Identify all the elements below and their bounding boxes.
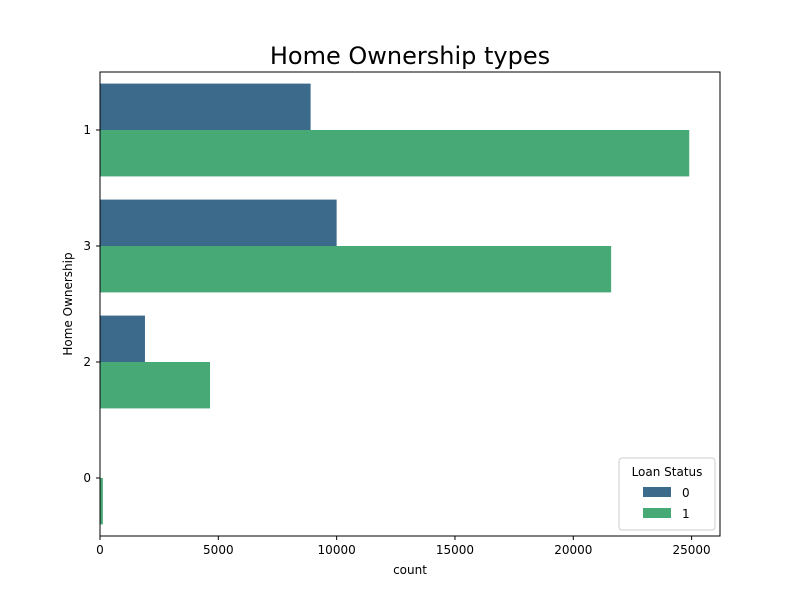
- legend: Loan Status 0 1: [618, 457, 716, 531]
- x-tick-label: 20000: [554, 543, 592, 557]
- y-axis-label: Home Ownership: [61, 252, 75, 355]
- x-axis: 0 5000 10000 15000 20000 25000: [96, 536, 711, 557]
- legend-label-series-1: 1: [682, 507, 690, 521]
- bar-cat-2-series-1: [100, 362, 211, 409]
- y-tick-label: 1: [83, 123, 91, 137]
- bar-cat-3-series-0: [100, 199, 337, 246]
- legend-label-series-0: 0: [682, 486, 690, 500]
- x-tick-label: 25000: [673, 543, 711, 557]
- y-axis: 1 3 2 0: [83, 123, 100, 485]
- bar-cat-1-series-0: [100, 83, 311, 130]
- y-tick-label: 2: [83, 355, 91, 369]
- bars-layer: [100, 83, 690, 525]
- bar-cat-1-series-1: [100, 130, 690, 177]
- x-tick-label: 0: [96, 543, 104, 557]
- x-tick-label: 10000: [318, 543, 356, 557]
- x-tick-label: 5000: [203, 543, 234, 557]
- bar-cat-3-series-1: [100, 246, 612, 293]
- x-tick-label: 15000: [436, 543, 474, 557]
- plot-frame: [99, 71, 721, 537]
- legend-title: Loan Status: [632, 465, 703, 479]
- x-axis-label: count: [393, 563, 427, 577]
- bar-cat-2-series-0: [100, 315, 145, 362]
- legend-swatch-series-1: [643, 508, 671, 518]
- chart-title: Home Ownership types: [270, 42, 550, 70]
- legend-swatch-series-0: [643, 487, 671, 497]
- y-tick-label: 0: [83, 471, 91, 485]
- y-tick-label: 3: [83, 239, 91, 253]
- bar-cat-0-series-1: [100, 478, 103, 525]
